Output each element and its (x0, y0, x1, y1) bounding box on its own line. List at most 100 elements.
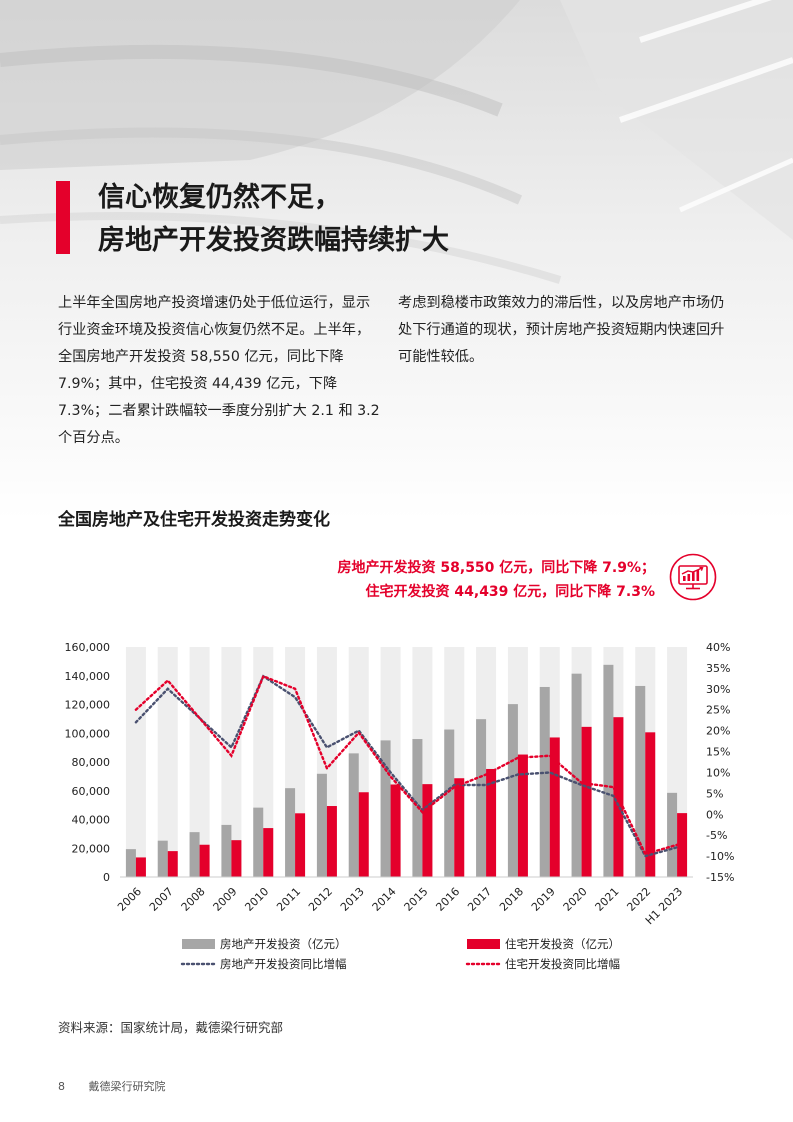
bar-total-investment (603, 664, 614, 877)
bar-residential-investment (263, 828, 274, 877)
bar-residential-investment (454, 778, 465, 877)
bar-total-investment (316, 773, 327, 877)
y-right-tick-label: -15% (706, 871, 734, 884)
x-tick-label: 2014 (370, 885, 399, 914)
x-tick-label: 2009 (211, 885, 240, 914)
bar-total-investment (571, 673, 582, 877)
bar-total-investment (157, 840, 168, 877)
x-tick-label: 2018 (497, 885, 526, 914)
x-tick-label: 2019 (529, 885, 558, 914)
y-right-tick-label: 15% (706, 746, 730, 759)
footer-org: 戴德梁行研究院 (88, 1080, 166, 1093)
chart-column-band (221, 647, 242, 877)
chart-column-band (157, 647, 178, 877)
x-tick-label: 2015 (402, 885, 431, 914)
x-tick-label: 2017 (465, 885, 494, 914)
y-right-tick-label: 20% (706, 725, 730, 738)
investment-chart-icon (669, 553, 717, 601)
x-tick-label: 2016 (433, 885, 462, 914)
y-left-tick-label: 120,000 (65, 699, 111, 712)
legend-label: 房地产开发投资（亿元） (220, 937, 347, 951)
bar-residential-investment (677, 813, 688, 877)
y-left-tick-label: 80,000 (72, 756, 111, 769)
chart-column-band (189, 647, 210, 877)
bar-residential-investment (517, 754, 528, 877)
chart-callout: 房地产开发投资 58,550 亿元，同比下降 7.9%； 住宅开发投资 44,4… (338, 556, 655, 604)
bar-total-investment (476, 719, 487, 877)
bar-total-investment (507, 704, 518, 877)
bar-residential-investment (486, 768, 497, 877)
bar-total-investment (635, 685, 646, 877)
page-number: 8 (58, 1080, 65, 1093)
bar-total-investment (348, 753, 359, 877)
y-left-tick-label: 20,000 (72, 842, 111, 855)
y-right-tick-label: -10% (706, 850, 734, 863)
bar-total-investment (221, 824, 232, 877)
x-tick-label: 2013 (338, 885, 367, 914)
bar-total-investment (380, 740, 391, 877)
x-tick-label: 2006 (115, 885, 144, 914)
line-total-investment-yoy (134, 674, 679, 858)
bar-total-investment (125, 849, 136, 877)
bar-residential-investment (326, 806, 337, 877)
legend-label: 住宅开发投资（亿元） (505, 937, 620, 951)
y-left-tick-label: 100,000 (65, 727, 111, 740)
bar-residential-investment (390, 784, 401, 877)
y-right-tick-label: 10% (706, 766, 730, 779)
headline-accent-bar (56, 181, 70, 254)
y-left-tick-label: 140,000 (65, 670, 111, 683)
x-tick-label: 2021 (593, 885, 622, 914)
y-right-tick-label: 35% (706, 662, 730, 675)
y-left-tick-label: 60,000 (72, 785, 111, 798)
bar-total-investment (667, 792, 678, 877)
investment-chart: 0 20,000 40,000 60,000 80,000 100,000 120,000 1… (65, 641, 735, 971)
legend-label: 住宅开发投资同比增幅 (505, 957, 620, 971)
legend-swatch (467, 939, 500, 949)
chart-column-band (125, 647, 146, 877)
y-right-tick-label: 25% (706, 704, 730, 717)
data-source: 资料来源：国家统计局，戴德梁行研究部 (58, 1020, 284, 1035)
x-tick-label: 2020 (561, 885, 590, 914)
headline-line-1: 信心恢复仍然不足， (98, 182, 341, 213)
bar-residential-investment (645, 732, 656, 877)
bar-residential-investment (199, 844, 210, 877)
page-footer: 8 戴德梁行研究院 (58, 1078, 186, 1094)
bar-total-investment (189, 832, 200, 877)
headline-line-2: 房地产开发投资跌幅持续扩大 (98, 225, 449, 256)
y-right-tick-label: -5% (706, 829, 727, 842)
x-tick-label: 2007 (147, 885, 176, 914)
y-left-tick-label: 160,000 (65, 641, 111, 654)
body-paragraph-right: 考虑到稳楼市政策效力的滞后性，以及房地产市场仍处下行通道的现状，预计房地产投资短… (398, 295, 725, 365)
bar-residential-investment (167, 851, 178, 877)
body-paragraph-left: 上半年全国房地产投资增速仍处于低位运行，显示行业资金环境及投资信心恢复仍然不足。… (58, 295, 380, 446)
x-tick-label: 2010 (242, 885, 271, 914)
callout-line-2: 住宅开发投资 44,439 亿元，同比下降 7.3% (365, 584, 655, 600)
legend-swatch (182, 939, 215, 949)
x-tick-label: 2008 (179, 885, 208, 914)
bar-total-investment (285, 788, 296, 877)
bar-total-investment (539, 686, 550, 877)
bar-residential-investment (231, 840, 242, 877)
line-residential-investment-yoy (134, 674, 679, 856)
bar-residential-investment (135, 857, 146, 877)
x-tick-label: 2012 (306, 885, 335, 914)
y-left-tick-label: 40,000 (72, 814, 111, 827)
bar-residential-investment (549, 737, 560, 877)
callout-line-1: 房地产开发投资 58,550 亿元，同比下降 7.9%； (337, 560, 655, 576)
bar-residential-investment (422, 784, 433, 877)
y-right-tick-label: 40% (706, 641, 730, 654)
x-tick-label: 2022 (624, 885, 653, 914)
y-right-tick-label: 0% (706, 808, 723, 821)
x-tick-label: 2011 (274, 885, 303, 914)
bar-residential-investment (295, 813, 306, 877)
page-headline: 信心恢复仍然不足， 房地产开发投资跌幅持续扩大 (98, 176, 449, 262)
y-right-tick-label: 30% (706, 683, 730, 696)
y-left-tick-label: 0 (103, 871, 110, 884)
bar-total-investment (253, 807, 264, 877)
legend-label: 房地产开发投资同比增幅 (220, 957, 347, 971)
chart-title: 全国房地产及住宅开发投资走势变化 (58, 510, 330, 530)
bar-total-investment (444, 729, 455, 877)
bar-residential-investment (581, 726, 592, 877)
y-right-tick-label: 5% (706, 787, 723, 800)
background-architecture (0, 0, 793, 520)
